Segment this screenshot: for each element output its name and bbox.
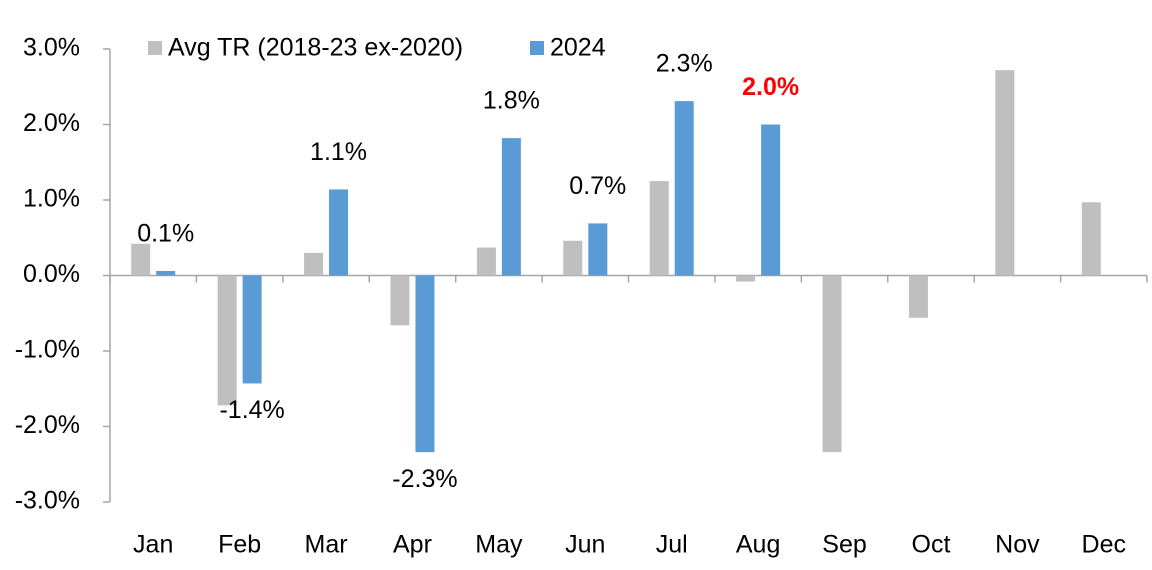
x-tick-label: Dec — [1082, 531, 1126, 559]
bar — [501, 138, 521, 276]
value-label: 2.0% — [742, 73, 799, 101]
bar — [822, 275, 842, 453]
x-tick-label: May — [475, 531, 523, 559]
bar — [242, 275, 262, 384]
value-label: 1.8% — [483, 87, 540, 115]
bar — [908, 275, 928, 318]
x-tick-label: Feb — [218, 531, 261, 559]
y-tick-label: 2.0% — [23, 109, 80, 137]
value-label: 2.3% — [656, 50, 713, 78]
bar — [329, 189, 349, 276]
bar — [674, 101, 694, 276]
x-tick-label: Nov — [995, 531, 1040, 559]
bar — [1081, 202, 1101, 276]
value-label: -2.3% — [392, 465, 457, 493]
bar — [304, 252, 324, 276]
x-tick-label: Apr — [393, 531, 432, 559]
legend-swatch — [530, 41, 544, 55]
bar — [995, 70, 1015, 276]
bar — [761, 124, 781, 276]
y-tick-label: 3.0% — [23, 34, 80, 62]
bar — [390, 275, 410, 326]
bar — [649, 181, 669, 276]
bar — [415, 275, 435, 453]
x-tick-label: Mar — [305, 531, 348, 559]
bar — [563, 240, 583, 276]
x-tick-label: Sep — [822, 531, 866, 559]
y-tick-label: -2.0% — [15, 411, 80, 439]
y-tick-label: -1.0% — [15, 336, 80, 364]
legend-swatch — [148, 41, 162, 55]
y-tick-label: -3.0% — [15, 487, 80, 515]
value-label: -1.4% — [219, 396, 284, 424]
bar — [156, 270, 176, 276]
x-tick-label: Jan — [133, 531, 173, 559]
x-tick-label: Jun — [565, 531, 605, 559]
x-tick-label: Jul — [656, 531, 688, 559]
y-tick-label: 1.0% — [23, 185, 80, 213]
legend-label: Avg TR (2018-23 ex-2020) — [168, 34, 463, 62]
value-label: 1.1% — [310, 138, 367, 166]
bar — [217, 275, 237, 406]
bar — [736, 275, 756, 282]
x-tick-label: Oct — [912, 531, 951, 559]
bar — [588, 223, 608, 276]
y-tick-label: 0.0% — [23, 260, 80, 288]
value-label: 0.1% — [137, 220, 194, 248]
bar — [476, 247, 496, 276]
bar — [131, 243, 151, 276]
value-label: 0.7% — [569, 172, 626, 200]
legend-label: 2024 — [550, 34, 606, 62]
x-tick-label: Aug — [736, 531, 780, 559]
